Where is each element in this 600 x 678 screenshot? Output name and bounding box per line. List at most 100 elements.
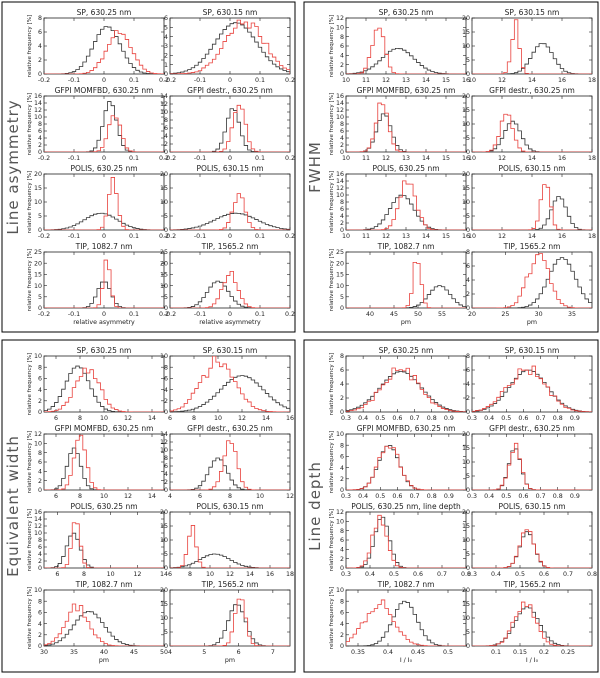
x-tick-label: 45 (130, 649, 138, 656)
y-tick-label: 10 (336, 25, 344, 32)
y-tick-label: 4 (340, 547, 344, 554)
plot-frame (471, 17, 593, 75)
y-tick-label: 10 (160, 353, 168, 360)
panel: TIP, 1565.2 nm 20 25 30 35 0 2 4 6 8 pm (466, 242, 593, 326)
y-tick-label: 8 (340, 528, 344, 535)
quadrant-frame (303, 1, 599, 333)
x-tick-label: 0.4 (365, 571, 375, 578)
y-tick-label: 6 (340, 206, 344, 213)
y-tick-label: 16 (336, 171, 344, 178)
y-tick-label: 8 (38, 364, 42, 371)
x-tick-label: 12 (124, 415, 132, 422)
series-black (170, 375, 290, 412)
y-tick-label: 14 (160, 93, 168, 100)
y-tick-label: 10 (462, 199, 470, 206)
panel: SP, 630.15 nm 6 8 10 12 14 16 0 2 4 6 8 10 (160, 346, 294, 422)
x-tick-label: 15 (442, 155, 450, 162)
y-tick-label: 12 (34, 107, 42, 114)
x-tick-label: 0.2 (159, 77, 169, 84)
x-tick-label: 40 (100, 649, 108, 656)
y-tick-label: 0 (466, 487, 470, 494)
series-black (346, 445, 466, 490)
y-tick-label: 5 (164, 551, 168, 558)
y-tick-label: 8 (38, 537, 42, 544)
x-tick-label: 10 (214, 415, 222, 422)
panel-title: TIP, 1565.2 nm (201, 242, 259, 251)
y-tick-label: 12 (336, 107, 344, 114)
panel-title: TIP, 1565.2 nm (503, 580, 561, 589)
y-tick-label: 2 (164, 141, 168, 148)
quadrant-frame (1, 339, 296, 673)
y-tick-label: 4 (38, 43, 42, 50)
y-tick-label: 15 (462, 445, 470, 452)
panel-title: SP, 630.25 nm (379, 346, 434, 355)
y-tick-label: 2 (164, 53, 168, 60)
x-tick-label: 18 (286, 571, 294, 578)
x-tick-label: 6 (168, 571, 172, 578)
y-tick-label: 2 (38, 398, 42, 405)
y-tick-label: 15 (462, 523, 470, 530)
x-tick-label: 35 (568, 311, 576, 318)
x-tick-label: 0.1 (255, 233, 265, 240)
x-tick-label: 0.3 (467, 415, 477, 422)
y-axis-label: relative frequency [%] (329, 353, 335, 415)
plot-frame (345, 433, 467, 491)
panel-title: GFPI MOMFBD, 630.25 nm (357, 86, 456, 95)
series-black (472, 448, 592, 490)
x-tick-label: 8 (192, 415, 196, 422)
series-red (472, 365, 592, 412)
y-tick-label: 20 (160, 587, 168, 594)
y-tick-label: 10 (160, 615, 168, 622)
y-tick-label: 12 (34, 431, 42, 438)
panel: SP, 630.15 nm 0.3 0.4 0.5 0.6 0.7 0.8 0.9 0 2 4 6 8 (466, 346, 593, 422)
series-black (170, 457, 290, 490)
x-axis-label: relative asymmetry (73, 319, 135, 326)
x-tick-label: 14 (528, 233, 536, 240)
series-red (472, 253, 592, 308)
y-tick-label: 0 (164, 565, 168, 572)
y-tick-label: 25 (34, 249, 42, 256)
x-tick-label: 30 (40, 649, 48, 656)
x-tick-label: 8 (82, 571, 86, 578)
y-tick-label: 14 (336, 100, 344, 107)
x-axis-label: pm (99, 657, 109, 664)
series-black (346, 371, 466, 412)
series-black (44, 447, 164, 490)
y-tick-label: 15 (160, 523, 168, 530)
y-tick-label: 0 (38, 305, 42, 312)
y-tick-label: 0 (466, 305, 470, 312)
y-tick-label: 12 (336, 15, 344, 22)
series-red (44, 522, 164, 568)
panel: GFPI destr., 630.25 nm 10 12 14 16 18 0 5 10 15 20 (462, 86, 596, 162)
x-tick-label: 0.4 (484, 493, 494, 500)
x-tick-label: 18 (588, 77, 596, 84)
quadrant-line-depth: Line depth SP, 630.25 nm 0.3 0.4 0.5 0.6 0.7 0.… (303, 339, 599, 673)
y-tick-label: 0 (340, 71, 344, 78)
series-red (170, 356, 290, 412)
x-tick-label: 0.9 (570, 493, 580, 500)
panel-title: TIP, 1565.2 nm (201, 580, 259, 589)
y-tick-label: 10 (462, 459, 470, 466)
y-tick-label: 10 (34, 283, 42, 290)
y-tick-label: 6 (164, 15, 168, 22)
x-tick-label: 0.9 (444, 415, 454, 422)
panel: GFPI destr., 630.25 nm 0.3 0.4 0.5 0.6 0.7 0.8… (462, 424, 593, 500)
series-red (346, 102, 466, 152)
y-tick-label: 0 (340, 643, 344, 650)
y-tick-label: 6 (340, 128, 344, 135)
x-tick-label: 14 (148, 493, 156, 500)
series-red (44, 115, 164, 152)
x-tick-label: 0.8 (427, 493, 437, 500)
y-axis-label: relative frequency [%] (329, 15, 335, 77)
y-tick-label: 0 (340, 487, 344, 494)
y-tick-label: 12 (160, 101, 168, 108)
series-red (44, 30, 164, 74)
plot-frame (471, 433, 593, 491)
x-tick-label: 0.8 (553, 415, 563, 422)
panel-title: POLIS, 630.15 nm (498, 164, 565, 173)
series-red (346, 262, 466, 308)
y-tick-label: 4 (164, 34, 168, 41)
y-tick-label: 0 (164, 643, 168, 650)
